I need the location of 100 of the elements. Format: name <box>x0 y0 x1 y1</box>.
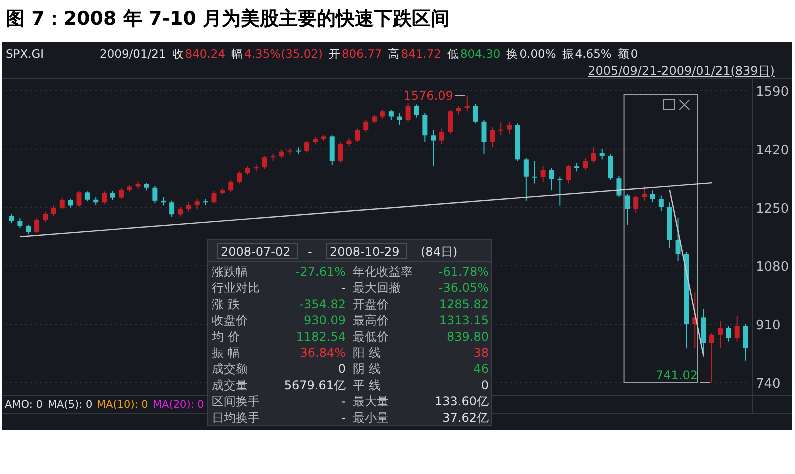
annotation: 振 幅 <box>212 346 240 360</box>
text: MA(10): 0 <box>97 399 148 411</box>
annotation: 36.84% <box>300 346 346 360</box>
annotation: 涨 跌 <box>212 297 240 312</box>
candlestick <box>600 148 605 160</box>
annotation: 1285.82 <box>439 297 489 312</box>
y-tick-label: 1250 <box>756 202 790 217</box>
candlestick <box>85 191 90 202</box>
annotation: 0 <box>481 378 489 392</box>
annotation: 741.02 <box>656 368 698 383</box>
candlestick <box>650 190 656 204</box>
candlestick <box>498 122 504 136</box>
text: MA(5): 0 <box>48 399 93 411</box>
annotation: 1313.15 <box>439 314 489 328</box>
annotation: 开盘价 <box>353 297 389 312</box>
annotation: -27.61% <box>296 265 346 279</box>
candlestick <box>304 140 310 154</box>
annotation: -61.78% <box>438 265 489 279</box>
annotation: 涨跌幅 <box>212 265 248 279</box>
candlestick <box>473 104 478 124</box>
y-tick-label: 1590 <box>756 84 790 100</box>
candlestick <box>364 120 369 133</box>
annotation: 133.60亿 <box>435 394 489 409</box>
candlestick <box>237 171 242 184</box>
annotation: 年化收益率 <box>353 265 413 279</box>
annotation: 2008-10-29 <box>330 245 400 259</box>
annotation: 930.09 <box>304 314 346 328</box>
text: 2005/09/21-2009/01/21(839日) <box>588 64 775 78</box>
candlestick <box>212 190 217 204</box>
annotation: -354.82 <box>300 297 346 312</box>
y-tick-label: 740 <box>756 376 781 392</box>
annotation: 收盘价 <box>212 314 248 328</box>
annotation: (84日) <box>421 245 458 259</box>
text: 最小量 <box>353 410 389 425</box>
annotation: 5679.61亿 <box>284 378 346 392</box>
candlestick <box>549 168 554 192</box>
candlestick <box>431 130 436 168</box>
candlestick <box>608 154 614 181</box>
text: 841.72 <box>401 47 442 61</box>
annotation: 均 价 <box>211 330 240 344</box>
candlestick <box>228 180 234 192</box>
text: 幅 <box>232 47 244 61</box>
candlestick <box>540 166 546 183</box>
candlestick <box>743 324 748 362</box>
candlestick <box>591 146 596 164</box>
candlestick <box>76 190 82 208</box>
candlestick <box>270 154 276 162</box>
candlestick <box>726 326 732 342</box>
annotation: 阳 线 <box>353 346 381 360</box>
text: - <box>342 410 346 425</box>
candlestick <box>710 332 715 384</box>
chart-title: 图 7：2008 年 7-10 月为美股主要的快速下跌区间 <box>6 8 450 30</box>
candlestick <box>566 164 572 184</box>
text: 0 <box>630 47 638 61</box>
candlestick <box>582 157 588 170</box>
candlestick <box>414 104 420 118</box>
candlestick <box>34 218 40 234</box>
text: 振 <box>562 47 574 61</box>
annotation: 839.80 <box>447 330 489 344</box>
annotation: 2008-07-02 <box>221 245 291 259</box>
candlestick <box>616 176 622 198</box>
candlestick <box>448 109 453 134</box>
candlestick <box>507 121 512 134</box>
y-tick-label: 910 <box>756 318 781 334</box>
candlestick <box>186 202 192 212</box>
annotation: - <box>308 245 312 259</box>
annotation: 平 线 <box>353 378 381 392</box>
annotation: 行业对比 <box>212 281 260 296</box>
text: 4.35%(35.02) <box>244 47 323 61</box>
annotation: 区间换手 <box>212 394 260 409</box>
candlestick <box>625 194 630 226</box>
candlestick <box>532 160 538 184</box>
candlestick <box>380 109 386 120</box>
candlestick <box>118 188 124 200</box>
text: 0.00% <box>520 47 556 61</box>
candlestick <box>170 200 175 218</box>
candlestick <box>152 186 158 204</box>
candlestick <box>355 128 360 144</box>
text: 换 <box>506 47 519 61</box>
annotation: 46 <box>474 362 489 376</box>
candlestick <box>178 206 183 218</box>
annotation: - <box>342 394 346 409</box>
candlestick <box>51 205 56 217</box>
candlestick <box>9 213 14 224</box>
candlestick <box>482 120 487 155</box>
candlestick <box>676 218 681 262</box>
candlestick <box>642 186 648 202</box>
candlestick <box>102 191 108 205</box>
candlestick <box>60 198 65 210</box>
candlestick <box>440 128 445 145</box>
text: 高 <box>388 47 400 61</box>
annotation: 成交量 <box>212 378 248 392</box>
text: 840.24 <box>185 47 226 61</box>
text: 37.62亿 <box>442 410 489 425</box>
annotation: 最大回撤 <box>353 281 401 296</box>
candlestick <box>734 315 740 342</box>
candlestick <box>658 195 664 212</box>
annotation: 0 <box>338 362 346 376</box>
candlestick <box>406 102 411 122</box>
candlestick <box>718 320 723 350</box>
